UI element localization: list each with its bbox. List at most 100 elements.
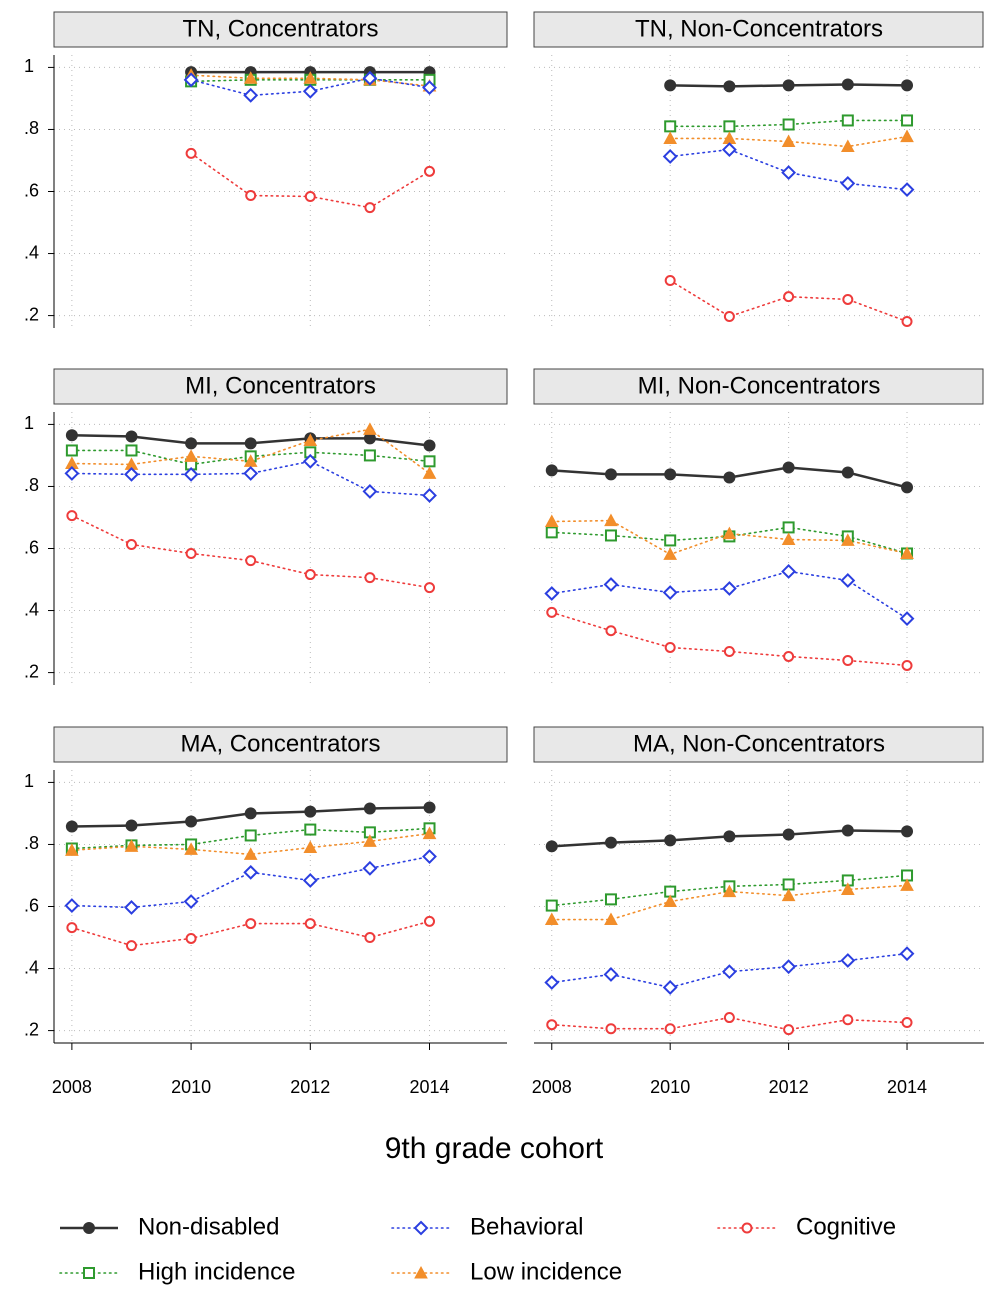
series-line xyxy=(669,135,908,148)
point xyxy=(721,142,737,158)
point xyxy=(723,645,735,657)
x-axis-label: 9th grade cohort xyxy=(385,1132,604,1165)
point xyxy=(901,114,914,127)
point xyxy=(664,534,677,547)
point xyxy=(741,1222,753,1234)
point xyxy=(783,1024,795,1036)
point xyxy=(664,468,677,481)
y-tick-label: 1 xyxy=(24,56,34,76)
x-tick-label: 2008 xyxy=(52,1077,92,1097)
point xyxy=(422,849,437,864)
y-tick-label: .6 xyxy=(24,537,39,557)
point xyxy=(721,964,737,980)
point xyxy=(243,847,258,860)
point xyxy=(544,586,560,601)
point xyxy=(840,573,856,588)
y-tick-label: .6 xyxy=(24,180,39,200)
y-tick-label: .6 xyxy=(24,895,39,915)
series-line xyxy=(550,611,908,667)
point xyxy=(723,830,736,843)
point xyxy=(603,967,619,982)
point xyxy=(243,466,259,481)
point xyxy=(604,912,618,926)
legend-label: Non-disabled xyxy=(138,1213,279,1240)
point xyxy=(663,894,678,908)
series-line xyxy=(71,514,431,589)
point xyxy=(64,466,80,481)
point xyxy=(66,922,78,934)
point xyxy=(781,165,797,180)
legend-label: High incidence xyxy=(138,1258,295,1285)
point xyxy=(125,819,138,832)
panel-header xyxy=(533,726,984,763)
point xyxy=(546,1019,558,1031)
point xyxy=(362,860,378,876)
point xyxy=(125,444,138,457)
point xyxy=(125,538,137,550)
series-line xyxy=(71,855,431,909)
point xyxy=(185,815,198,828)
point xyxy=(604,529,617,542)
panel-title: MI, Concentrators xyxy=(185,372,376,399)
y-tick-label: .8 xyxy=(24,475,39,495)
point xyxy=(422,488,437,503)
point xyxy=(723,311,735,323)
point xyxy=(65,429,78,442)
point xyxy=(125,430,138,443)
point xyxy=(245,190,257,202)
point xyxy=(304,805,317,818)
point xyxy=(364,572,376,584)
point xyxy=(184,449,198,462)
point xyxy=(664,834,677,847)
point xyxy=(840,882,855,895)
point xyxy=(901,659,913,671)
point xyxy=(899,182,915,198)
point xyxy=(900,129,914,143)
point xyxy=(605,1023,617,1035)
point xyxy=(781,959,797,975)
point xyxy=(363,802,376,815)
point xyxy=(840,533,855,546)
point xyxy=(544,975,560,990)
point xyxy=(244,829,257,842)
legend-label: Cognitive xyxy=(796,1213,896,1240)
point xyxy=(841,78,854,91)
panel-header xyxy=(533,368,984,405)
y-tick-label: .2 xyxy=(24,1019,39,1039)
point xyxy=(364,932,376,944)
series-line xyxy=(669,119,908,128)
point xyxy=(363,422,377,435)
point xyxy=(364,202,376,214)
point xyxy=(245,918,257,930)
point xyxy=(423,439,436,452)
point xyxy=(304,823,317,836)
point xyxy=(664,1023,676,1035)
point xyxy=(544,514,559,528)
point xyxy=(65,843,79,856)
point xyxy=(842,654,854,666)
point xyxy=(124,466,139,482)
point xyxy=(424,165,436,177)
point xyxy=(901,825,914,838)
point xyxy=(244,437,257,450)
series-line xyxy=(190,79,431,83)
point xyxy=(840,176,856,191)
point xyxy=(422,466,437,479)
point xyxy=(783,650,795,662)
point xyxy=(423,801,436,814)
y-tick-label: .4 xyxy=(24,599,39,619)
point xyxy=(604,513,618,527)
point xyxy=(781,134,796,148)
y-tick-label: .2 xyxy=(24,661,39,681)
x-tick-label: 2014 xyxy=(409,1077,449,1097)
point xyxy=(424,582,436,594)
point xyxy=(664,79,677,92)
point xyxy=(183,894,199,909)
panel-header xyxy=(53,726,508,763)
point xyxy=(424,915,436,927)
point xyxy=(245,555,257,567)
point xyxy=(841,824,854,837)
point xyxy=(605,625,617,637)
point xyxy=(782,878,795,891)
